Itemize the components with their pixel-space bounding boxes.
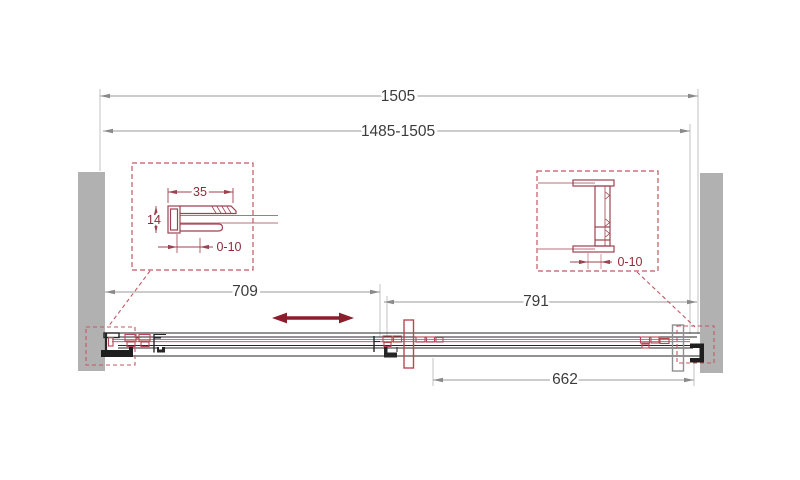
detail-left-range-label: 0-10 <box>216 240 241 254</box>
wall-section-left <box>78 172 105 371</box>
detail-left-height-dim: 14 <box>145 206 163 233</box>
wall-section-right <box>700 173 723 373</box>
detail-left-range-dim: 0-10 <box>158 234 244 257</box>
detail-callout-right: 0-10 <box>536 170 659 272</box>
extension-lines <box>99 89 699 386</box>
profile-cross-section-right <box>538 179 615 253</box>
detail-left-width-dim: 35 <box>167 183 234 203</box>
wall-profile-right <box>690 343 704 363</box>
detail-right-range-label: 0-10 <box>617 255 642 269</box>
center-carriage <box>373 319 444 369</box>
detail-left-height-label: 14 <box>147 213 161 227</box>
door-track-assembly <box>85 319 715 372</box>
dimension-fixed-section: 709 <box>105 280 380 303</box>
dimension-fixed-section-label: 709 <box>232 283 258 300</box>
detail-right-range-dim: 0-10 <box>570 252 645 272</box>
right-carriage <box>639 324 704 372</box>
detail-callout-left: 35 14 0-10 <box>131 162 278 271</box>
leader-line-left <box>107 270 151 328</box>
detail-source-box-right <box>676 325 715 364</box>
wall-profile-left <box>101 332 133 357</box>
detail-left-width-label: 35 <box>193 185 207 199</box>
detail-source-box-left <box>85 326 136 366</box>
fixing-bracket-left <box>153 334 166 353</box>
guide-foot <box>384 347 397 358</box>
dimension-opening-label: 662 <box>552 371 578 388</box>
handle-profile-right <box>671 324 685 372</box>
slide-direction-arrow-icon <box>272 312 354 324</box>
profile-cross-section-left <box>167 205 278 234</box>
handle-profile-center <box>403 319 415 369</box>
dimension-overall: 1505 <box>100 85 698 108</box>
roller-carriage-left <box>124 333 151 348</box>
dimension-sliding-section: 791 <box>384 290 697 313</box>
dimension-opening: 662 <box>433 368 694 391</box>
dimension-adjustable: 1485-1505 <box>103 120 690 143</box>
leader-line-right <box>636 271 696 328</box>
dimension-sliding-section-label: 791 <box>523 293 549 310</box>
dimension-adjustable-label: 1485-1505 <box>361 123 435 140</box>
dimension-overall-label: 1505 <box>381 88 415 105</box>
